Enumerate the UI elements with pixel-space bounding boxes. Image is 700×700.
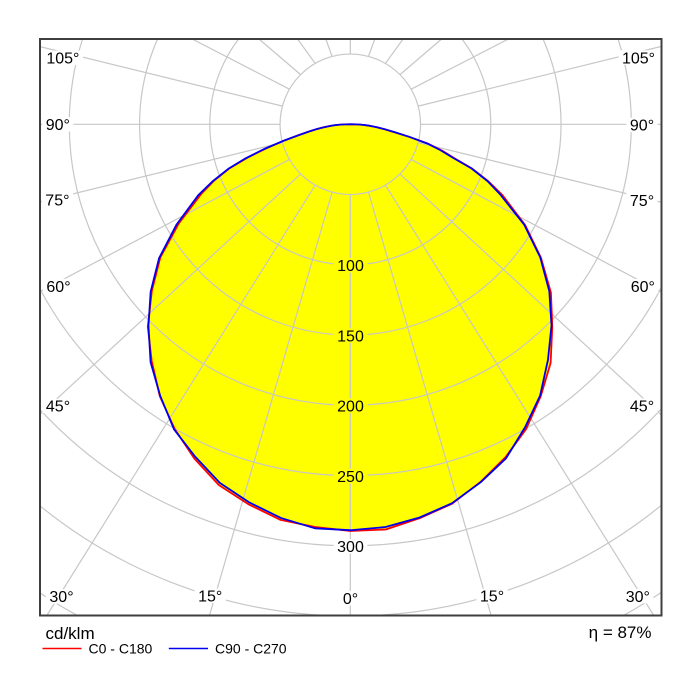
svg-text:250: 250 (337, 469, 364, 486)
svg-text:45°: 45° (46, 399, 70, 416)
svg-text:0°: 0° (343, 591, 358, 608)
svg-text:60°: 60° (631, 279, 655, 296)
svg-text:60°: 60° (46, 279, 70, 296)
svg-text:75°: 75° (630, 193, 654, 210)
svg-text:100: 100 (337, 258, 364, 275)
svg-text:105°: 105° (622, 50, 655, 67)
svg-text:90°: 90° (630, 118, 654, 135)
svg-text:15°: 15° (480, 589, 504, 606)
svg-text:105°: 105° (46, 51, 79, 68)
svg-text:15°: 15° (198, 589, 222, 606)
svg-text:200: 200 (337, 399, 364, 416)
svg-text:30°: 30° (626, 589, 650, 606)
svg-text:150: 150 (337, 328, 364, 345)
svg-text:90°: 90° (46, 117, 70, 134)
svg-text:300: 300 (337, 539, 364, 556)
svg-text:C0 - C180: C0 - C180 (89, 640, 153, 656)
svg-text:75°: 75° (45, 193, 69, 210)
svg-text:η = 87%: η = 87% (589, 623, 652, 642)
svg-text:30°: 30° (49, 589, 73, 606)
svg-text:C90 - C270: C90 - C270 (215, 640, 287, 656)
svg-text:cd/klm: cd/klm (46, 624, 95, 643)
svg-text:45°: 45° (630, 399, 654, 416)
